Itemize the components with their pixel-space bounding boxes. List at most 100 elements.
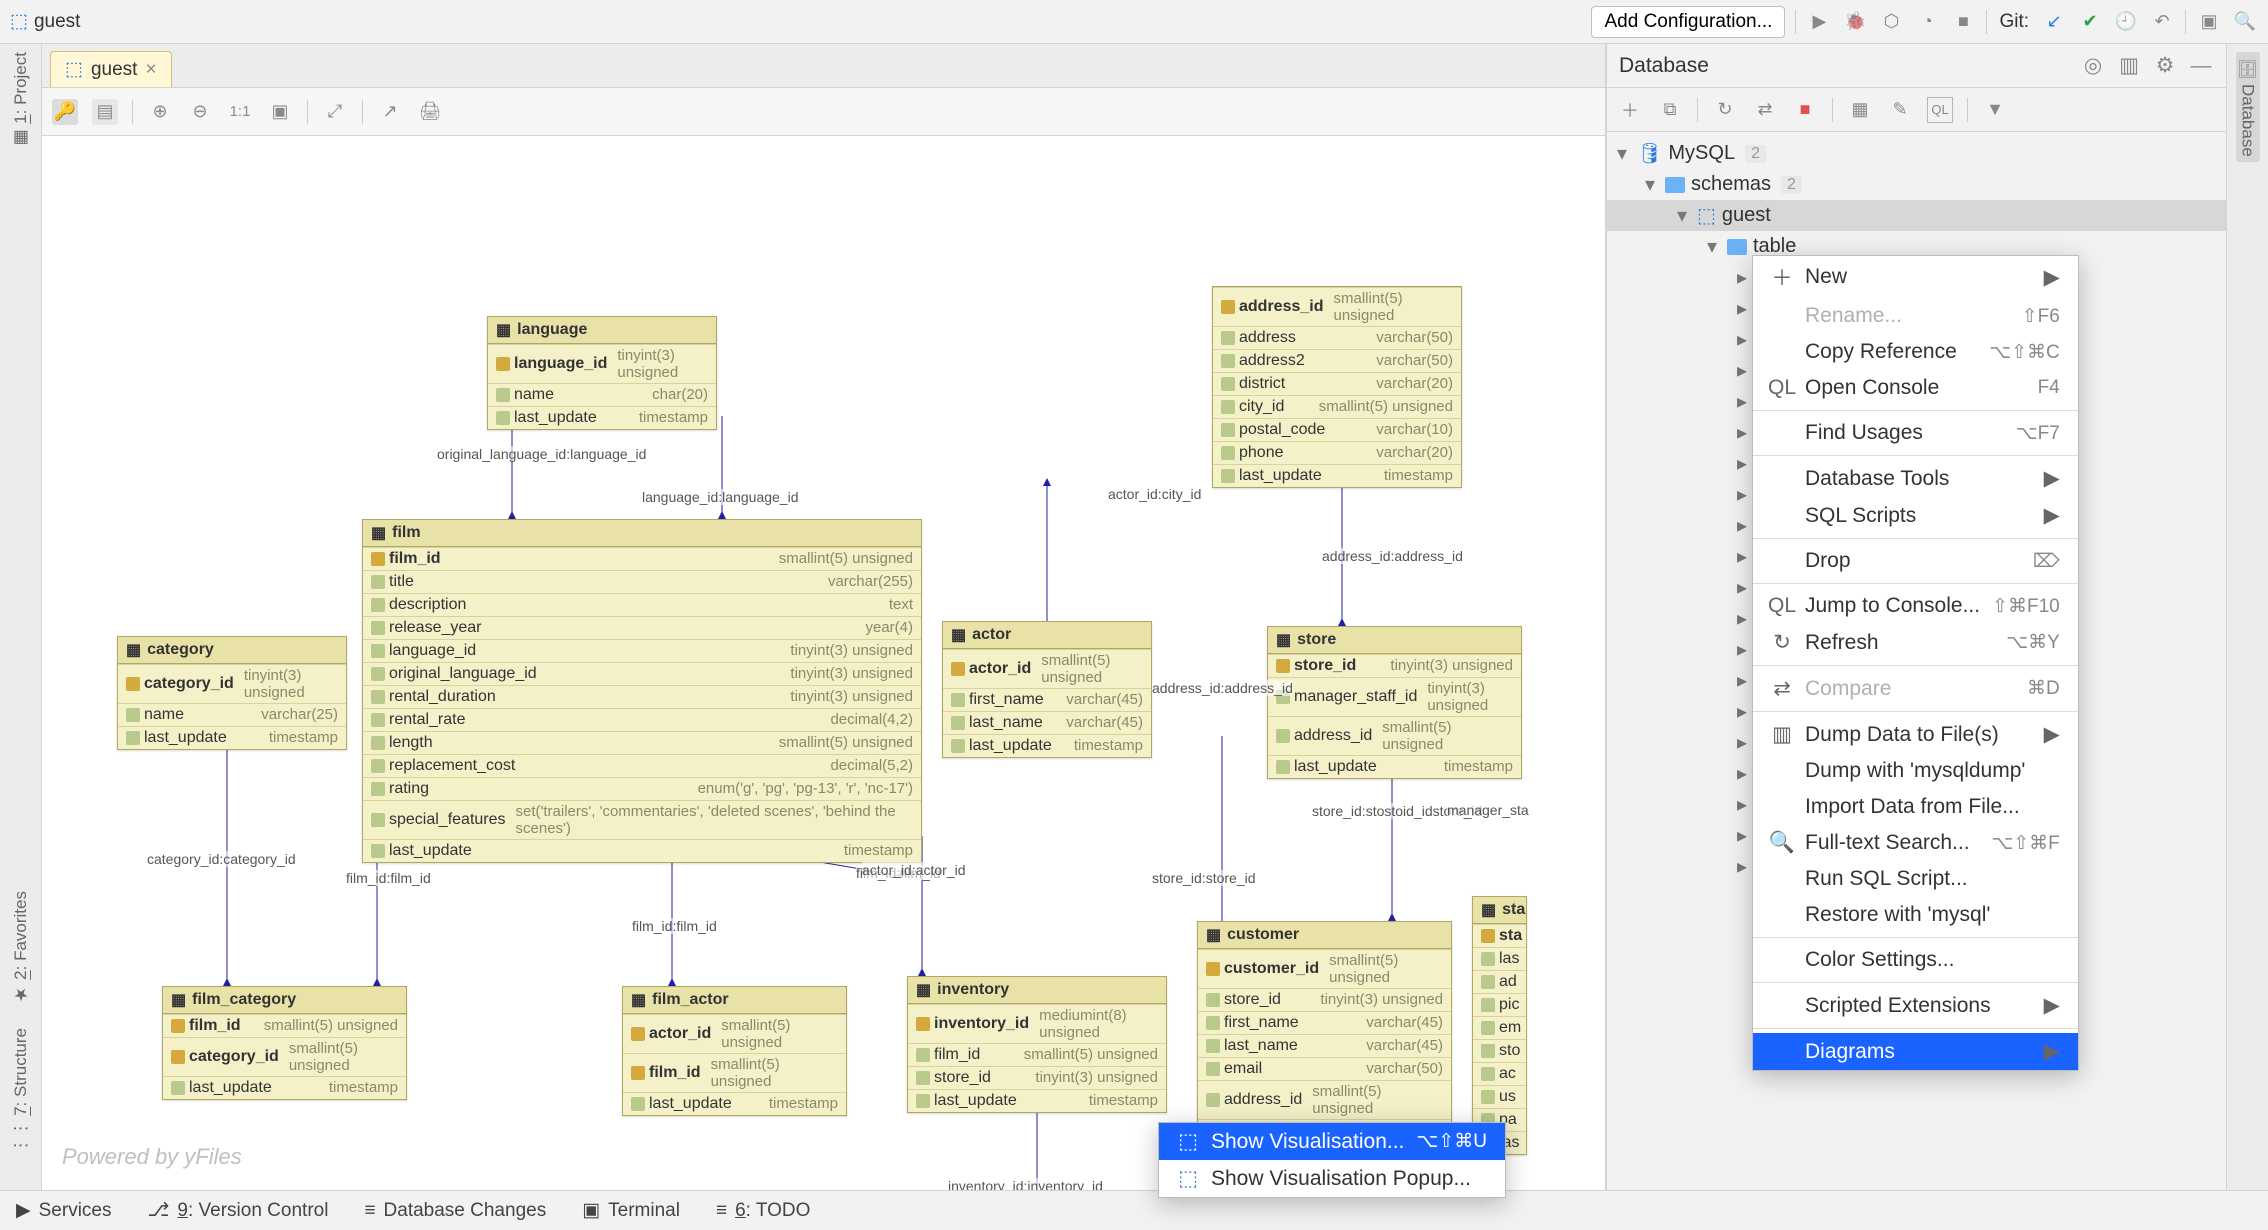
menu-item[interactable]: ⬚Show Visualisation Popup...: [1159, 1160, 1505, 1197]
profile-icon[interactable]: ◔: [1914, 9, 1940, 35]
target-icon[interactable]: ◎: [2080, 53, 2106, 79]
expand-icon[interactable]: ▸: [1737, 265, 1751, 290]
refresh-icon[interactable]: ↻: [1712, 97, 1738, 123]
layout-icon[interactable]: ⤢: [322, 99, 348, 125]
export-icon[interactable]: ↗: [377, 99, 403, 125]
git-history-icon[interactable]: 🕘: [2113, 9, 2139, 35]
add-configuration-button[interactable]: Add Configuration...: [1591, 6, 1785, 38]
menu-item[interactable]: Dump with 'mysqldump': [1753, 753, 2078, 789]
entity-category[interactable]: ▦categorycategory_idtinyint(3) unsignedn…: [117, 636, 347, 750]
expand-icon[interactable]: ▾: [1677, 203, 1691, 228]
expand-icon[interactable]: ▸: [1737, 668, 1751, 693]
add-icon[interactable]: ＋: [1617, 97, 1643, 123]
menu-item[interactable]: QLJump to Console...⇧⌘F10: [1753, 588, 2078, 624]
entity-address[interactable]: address_idsmallint(5) unsignedaddressvar…: [1212, 286, 1462, 488]
entity-film_category[interactable]: ▦film_categoryfilm_idsmallint(5) unsigne…: [162, 986, 407, 1100]
tool-project[interactable]: ▦1: Project: [11, 52, 31, 148]
status-item[interactable]: ▣Terminal: [582, 1199, 680, 1222]
fit-content-icon[interactable]: ▣: [267, 99, 293, 125]
menu-item[interactable]: ＋New▶: [1753, 256, 2078, 298]
expand-icon[interactable]: ▸: [1737, 296, 1751, 321]
status-item[interactable]: ⎇9: Version Control: [147, 1199, 328, 1222]
tab-guest[interactable]: ⬚ guest ×: [50, 51, 172, 87]
edit-icon[interactable]: ✎: [1887, 97, 1913, 123]
expand-icon[interactable]: ▸: [1737, 854, 1751, 879]
expand-icon[interactable]: ▾: [1645, 172, 1659, 197]
status-item[interactable]: ▶Services: [16, 1199, 111, 1222]
menu-item[interactable]: QLOpen ConsoleF4: [1753, 370, 2078, 406]
expand-icon[interactable]: ▾: [1617, 141, 1631, 166]
menu-item[interactable]: Run SQL Script...: [1753, 861, 2078, 897]
expand-icon[interactable]: ▸: [1737, 544, 1751, 569]
expand-icon[interactable]: ▾: [1707, 234, 1721, 259]
menu-item[interactable]: Scripted Extensions▶: [1753, 987, 2078, 1024]
table-icon[interactable]: ▦: [1847, 97, 1873, 123]
menu-item[interactable]: Color Settings...: [1753, 942, 2078, 978]
menu-item[interactable]: Import Data from File...: [1753, 789, 2078, 825]
sync-icon[interactable]: ⇄: [1752, 97, 1778, 123]
status-item[interactable]: ≡6: TODO: [716, 1200, 810, 1222]
entity-staff_stub[interactable]: ▦stastalasadpicemstoacuspalas: [1472, 896, 1527, 1155]
search-everywhere-icon[interactable]: 🔍: [2232, 9, 2258, 35]
close-icon[interactable]: ×: [145, 59, 156, 81]
git-commit-icon[interactable]: ✔: [2077, 9, 2103, 35]
run-icon[interactable]: ▶: [1806, 9, 1832, 35]
menu-item[interactable]: Restore with 'mysql': [1753, 897, 2078, 933]
settings-icon[interactable]: ⚙: [2152, 53, 2178, 79]
duplicate-icon[interactable]: ⧉: [1657, 97, 1683, 123]
expand-icon[interactable]: ▸: [1737, 482, 1751, 507]
menu-item[interactable]: ⬚Show Visualisation...⌥⇧⌘U: [1159, 1123, 1505, 1160]
entity-film_actor[interactable]: ▦film_actoractor_idsmallint(5) unsignedf…: [622, 986, 847, 1116]
menu-item[interactable]: Drop⌦: [1753, 543, 2078, 579]
tree-node[interactable]: ▾🛢MySQL2: [1607, 138, 2226, 169]
tool-database[interactable]: 🗄Database: [2236, 52, 2260, 162]
expand-icon[interactable]: ▸: [1737, 327, 1751, 352]
key-icon[interactable]: 🔑: [52, 99, 78, 125]
expand-icon[interactable]: ▸: [1737, 792, 1751, 817]
zoom-out-icon[interactable]: ⊖: [187, 99, 213, 125]
git-revert-icon[interactable]: ↶: [2149, 9, 2175, 35]
entity-film[interactable]: ▦filmfilm_idsmallint(5) unsignedtitlevar…: [362, 519, 922, 863]
entity-store[interactable]: ▦storestore_idtinyint(3) unsignedmanager…: [1267, 626, 1522, 779]
expand-icon[interactable]: ▸: [1737, 389, 1751, 414]
menu-item[interactable]: 🔍Full-text Search...⌥⇧⌘F: [1753, 825, 2078, 861]
menu-item[interactable]: Find Usages⌥F7: [1753, 415, 2078, 451]
diagram-canvas[interactable]: Powered by yFiles ▦languagelanguage_idti…: [42, 136, 1605, 1190]
entity-actor[interactable]: ▦actoractor_idsmallint(5) unsignedfirst_…: [942, 621, 1152, 758]
coverage-icon[interactable]: ⬡: [1878, 9, 1904, 35]
status-item[interactable]: ≡Database Changes: [364, 1200, 546, 1222]
expand-icon[interactable]: ▸: [1737, 761, 1751, 786]
expand-icon[interactable]: ▸: [1737, 823, 1751, 848]
tool-structure[interactable]: ⋮⋮7: Structure: [11, 1028, 31, 1154]
tree-node[interactable]: ▾⬚guest: [1607, 200, 2226, 231]
debug-icon[interactable]: 🐞: [1842, 9, 1868, 35]
menu-item[interactable]: ▥Dump Data to File(s)▶: [1753, 716, 2078, 753]
expand-icon[interactable]: ▸: [1737, 513, 1751, 538]
expand-icon[interactable]: ▸: [1737, 730, 1751, 755]
view-mode-icon[interactable]: ▥: [2116, 53, 2142, 79]
tool-favorites[interactable]: ★2: Favorites: [11, 891, 31, 1004]
console-icon[interactable]: QL: [1927, 97, 1953, 123]
zoom-actual-icon[interactable]: 1:1: [227, 99, 253, 125]
breadcrumb[interactable]: ⬚ guest: [10, 10, 80, 33]
entity-language[interactable]: ▦languagelanguage_idtinyint(3) unsignedn…: [487, 316, 717, 430]
expand-icon[interactable]: ▸: [1737, 637, 1751, 662]
zoom-in-icon[interactable]: ⊕: [147, 99, 173, 125]
expand-icon[interactable]: ▸: [1737, 451, 1751, 476]
expand-icon[interactable]: ▸: [1737, 699, 1751, 724]
menu-item[interactable]: Diagrams▶: [1753, 1033, 2078, 1070]
menu-item[interactable]: SQL Scripts▶: [1753, 497, 2078, 534]
ide-settings-icon[interactable]: ▣: [2196, 9, 2222, 35]
print-icon[interactable]: 🖨: [417, 99, 443, 125]
expand-icon[interactable]: ▸: [1737, 358, 1751, 383]
expand-icon[interactable]: ▸: [1737, 606, 1751, 631]
minimize-icon[interactable]: —: [2188, 53, 2214, 79]
entity-inventory[interactable]: ▦inventoryinventory_idmediumint(8) unsig…: [907, 976, 1167, 1113]
git-update-icon[interactable]: ↙: [2041, 9, 2067, 35]
menu-item[interactable]: Copy Reference⌥⇧⌘C: [1753, 334, 2078, 370]
tree-node[interactable]: ▾schemas2: [1607, 169, 2226, 200]
filter-icon[interactable]: ▼: [1982, 97, 2008, 123]
menu-item[interactable]: Database Tools▶: [1753, 460, 2078, 497]
stop-icon[interactable]: ■: [1950, 9, 1976, 35]
columns-mode-icon[interactable]: ▤: [92, 99, 118, 125]
